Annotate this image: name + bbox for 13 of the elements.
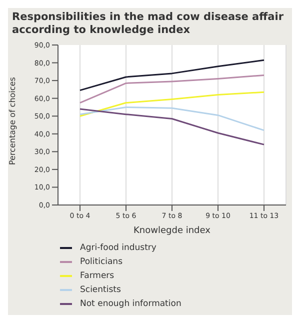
x-axis-title: Knowlegde index xyxy=(134,226,212,236)
y-axis-title: Percentage of choices xyxy=(8,77,17,165)
line-series xyxy=(79,106,265,132)
legend-label: Agri-food industry xyxy=(80,242,156,255)
chart-title: Responsibilities in the mad cow disease affair according to knowledge index xyxy=(11,10,285,38)
line-series xyxy=(79,59,265,92)
line-series xyxy=(79,74,265,104)
legend-label: Scientists xyxy=(80,284,121,297)
line-series xyxy=(79,108,265,146)
legend-label: Farmers xyxy=(80,270,114,283)
line-series xyxy=(79,91,265,117)
legend-label: Politicians xyxy=(80,256,122,269)
legend-label: Not enough information xyxy=(80,298,182,311)
